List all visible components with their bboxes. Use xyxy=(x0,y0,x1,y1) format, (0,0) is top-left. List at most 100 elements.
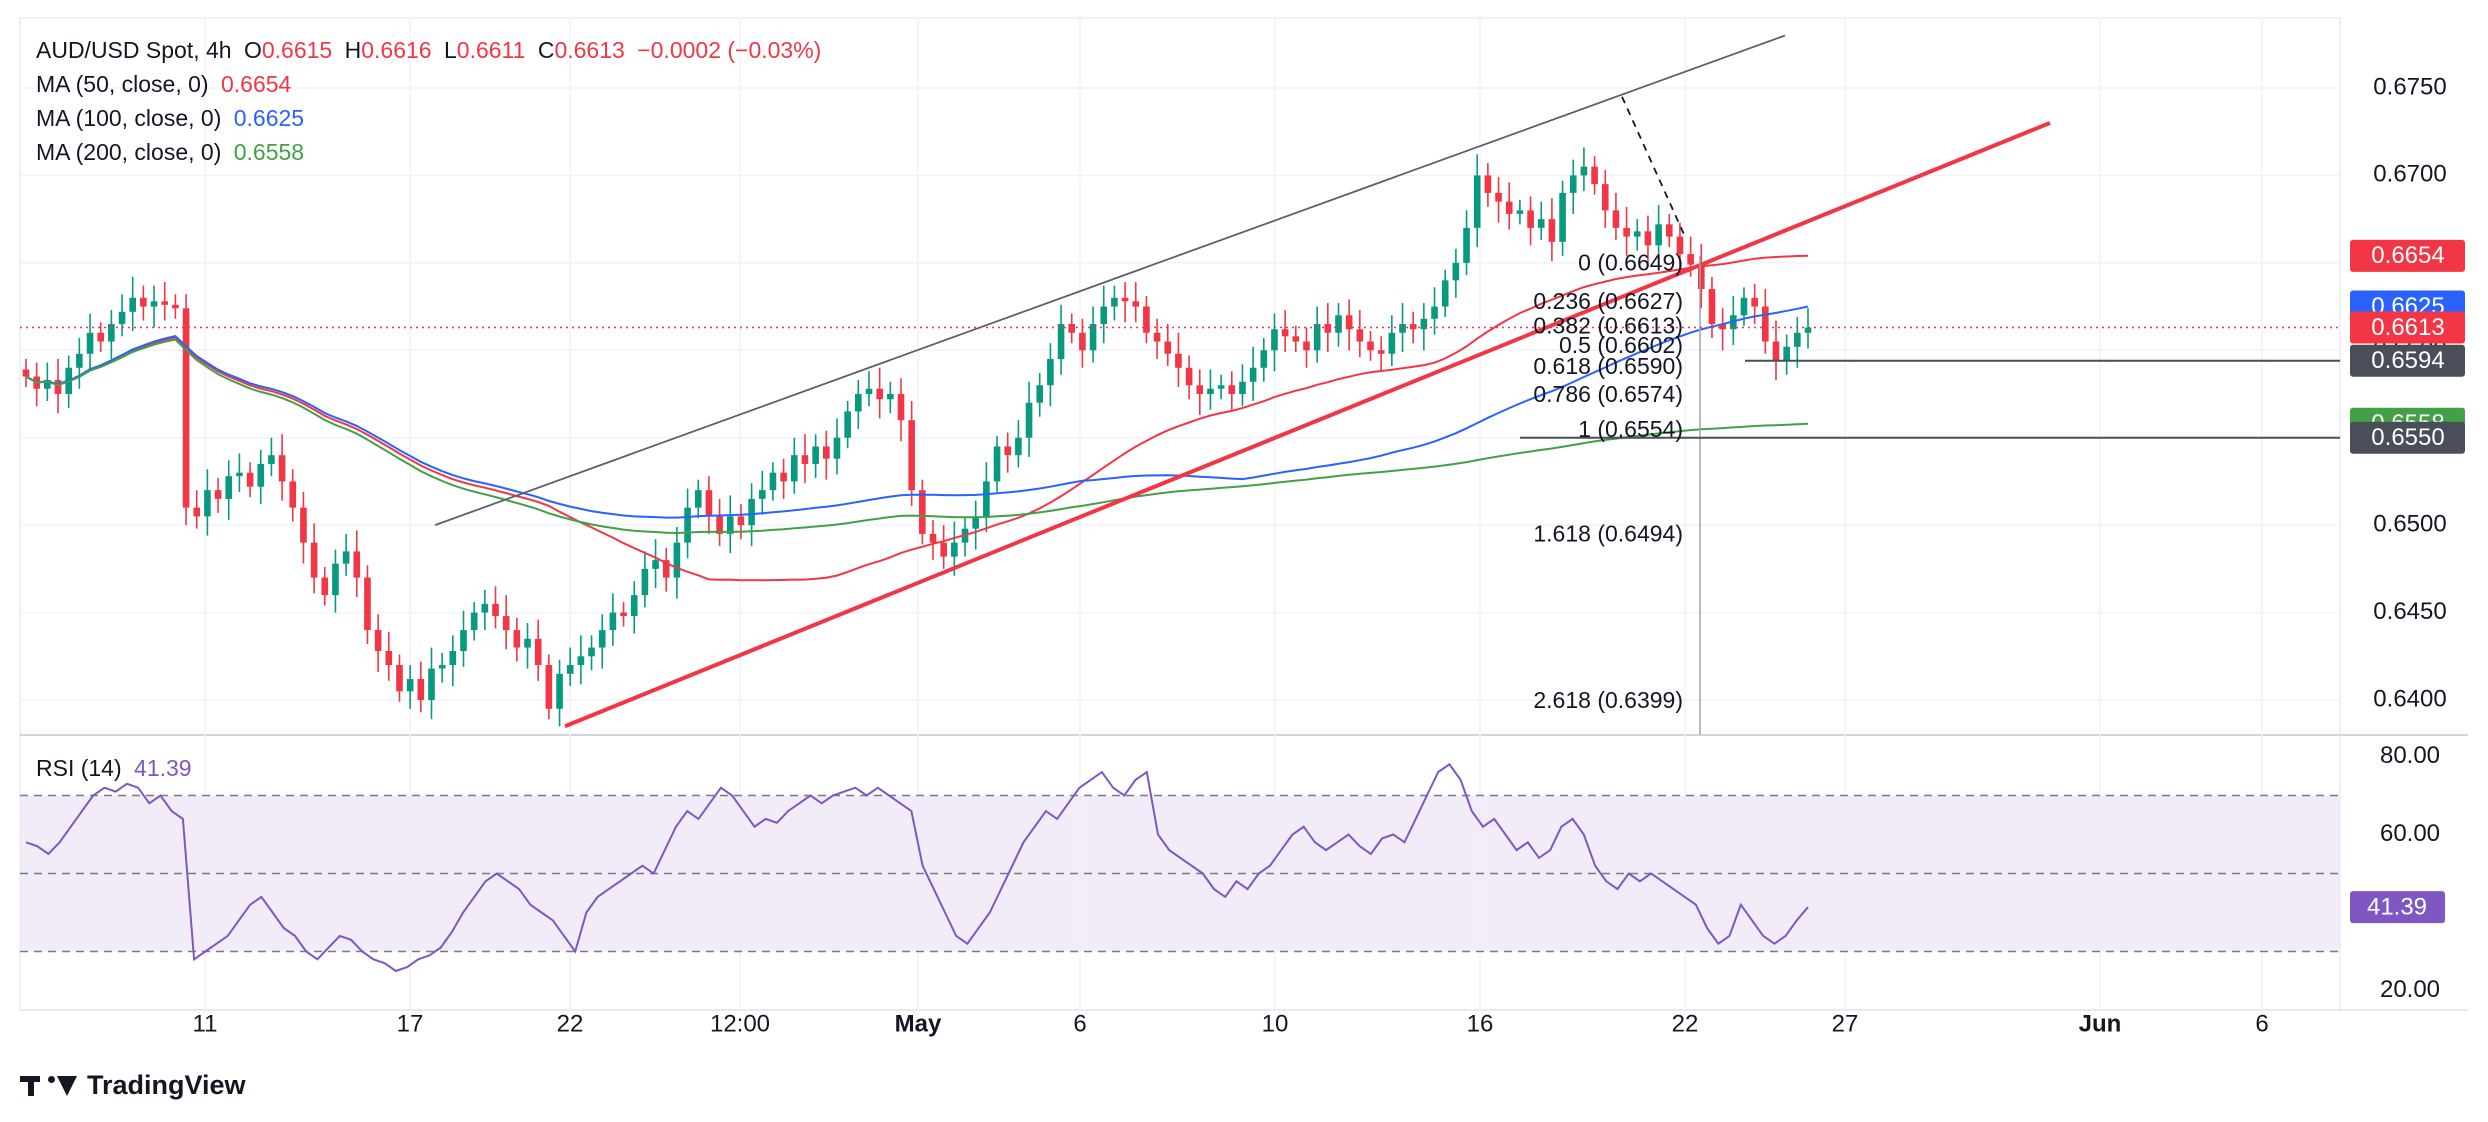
candle-body xyxy=(1537,219,1545,228)
candle-body xyxy=(1239,381,1246,394)
candle-body xyxy=(1409,324,1417,330)
candle-body xyxy=(1068,324,1076,333)
candle-body xyxy=(1015,437,1022,456)
candle-body xyxy=(1132,301,1140,307)
candle-body xyxy=(438,665,446,669)
candle-body xyxy=(919,490,926,534)
candle-body xyxy=(44,379,51,389)
candle-body xyxy=(1057,324,1065,360)
candle-body xyxy=(1111,297,1118,307)
candle-body xyxy=(417,679,425,701)
candle-body xyxy=(705,490,713,517)
candle-body xyxy=(694,490,702,508)
candle-body xyxy=(1196,385,1204,394)
candle-body xyxy=(460,630,467,652)
high-value: 0.6616 xyxy=(361,37,432,63)
candle-body xyxy=(1153,332,1161,342)
candle-body xyxy=(983,481,990,517)
candle-body xyxy=(1143,306,1150,333)
rsi-band xyxy=(20,795,2340,952)
fib-level-label: 2.618 (0.6399) xyxy=(1533,687,1683,713)
rsi-badge-label: 41.39 xyxy=(2367,893,2427,920)
candle-body xyxy=(364,577,371,631)
candle-body xyxy=(577,656,585,666)
candle-body xyxy=(76,353,83,368)
channel-upper-line[interactable] xyxy=(434,34,1786,526)
candle-body xyxy=(1377,350,1385,354)
candle-body xyxy=(662,560,670,578)
rsi-axis-label: 20.00 xyxy=(2380,976,2440,1003)
candle-body xyxy=(300,507,307,543)
ma200-legend[interactable]: MA (200, close, 0) 0.6558 xyxy=(36,136,310,169)
time-axis-label: 6 xyxy=(1073,1010,1086,1037)
candle-body xyxy=(844,411,851,438)
time-axis-label: 17 xyxy=(397,1010,424,1037)
candle-body xyxy=(1484,175,1492,193)
time-axis-label: 6 xyxy=(2255,1010,2268,1037)
time-axis-label: Jun xyxy=(2079,1010,2122,1037)
candle-body xyxy=(1100,306,1108,325)
rsi-legend[interactable]: RSI (14) 41.39 xyxy=(36,752,198,785)
rsi-axis-label: 60.00 xyxy=(2380,820,2440,847)
close-value: 0.6613 xyxy=(554,37,625,63)
candle-body xyxy=(1164,341,1172,354)
candle-body xyxy=(1655,224,1662,246)
candle-body xyxy=(22,369,30,377)
candle-body xyxy=(513,630,521,648)
candle-body xyxy=(1569,175,1577,193)
candle-body xyxy=(502,616,510,631)
candle-body xyxy=(214,490,222,499)
symbol-legend: AUD/USD Spot, 4h O0.6615 H0.6616 L0.6611… xyxy=(36,34,827,67)
candle-body xyxy=(1463,227,1470,263)
candle-body xyxy=(822,446,830,459)
candle-body xyxy=(972,516,979,529)
candle-body xyxy=(225,476,233,499)
candle-body xyxy=(1399,324,1406,333)
price-axis-label: 0.6700 xyxy=(2373,161,2446,188)
candle-body xyxy=(86,332,94,354)
candle-body xyxy=(172,304,179,309)
candle-body xyxy=(1207,388,1214,394)
ma50-legend[interactable]: MA (50, close, 0) 0.6654 xyxy=(36,68,297,101)
candle-body xyxy=(630,595,638,617)
support-trendline[interactable] xyxy=(564,121,2051,729)
price-axis-label: 0.6500 xyxy=(2373,510,2446,537)
candle-body xyxy=(1783,346,1790,361)
candle-body xyxy=(1804,327,1812,333)
time-axis-label: 27 xyxy=(1832,1010,1859,1037)
close-label: C xyxy=(537,37,555,63)
candle-body xyxy=(897,393,905,421)
candle-body xyxy=(374,630,382,652)
ma200-label: MA (200, close, 0) xyxy=(36,139,222,165)
candle-body xyxy=(1345,315,1353,330)
candle-body xyxy=(1335,315,1342,333)
candle-body xyxy=(534,638,542,666)
candle-body xyxy=(449,651,457,666)
price-axis-label: 0.6450 xyxy=(2373,598,2446,625)
price-badge xyxy=(2350,344,2465,377)
tradingview-logo[interactable]: TradingView xyxy=(20,1070,246,1101)
candle-body xyxy=(289,481,297,508)
candle-body xyxy=(278,455,286,482)
candle-body xyxy=(1527,210,1534,228)
low-label: L xyxy=(444,37,457,63)
time-axis-label: 16 xyxy=(1467,1010,1494,1037)
candle-body xyxy=(609,612,617,631)
candle-body xyxy=(1623,227,1630,237)
candle-body xyxy=(1751,297,1758,307)
ma100-legend[interactable]: MA (100, close, 0) 0.6625 xyxy=(36,102,310,135)
candle-body xyxy=(193,507,201,517)
candle-body xyxy=(1313,324,1321,351)
open-value: 0.6615 xyxy=(261,37,333,63)
candle-body xyxy=(1271,329,1278,351)
candle-body xyxy=(236,472,243,477)
candle-body xyxy=(812,446,819,464)
ma100-label: MA (100, close, 0) xyxy=(36,105,222,131)
symbol-name: AUD/USD Spot, 4h xyxy=(36,37,232,63)
price-axis-label: 0.6750 xyxy=(2373,73,2446,100)
candle-body xyxy=(1676,236,1684,255)
ma100-value: 0.6625 xyxy=(233,105,305,131)
brand-name: TradingView xyxy=(87,1070,246,1100)
time-axis-label: 22 xyxy=(1672,1010,1699,1037)
